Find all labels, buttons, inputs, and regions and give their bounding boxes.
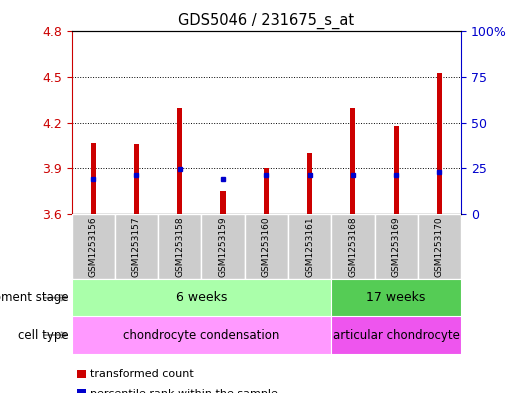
Text: GSM1253159: GSM1253159 xyxy=(218,216,227,277)
Text: articular chondrocyte: articular chondrocyte xyxy=(333,329,460,342)
Bar xyxy=(375,214,418,279)
Bar xyxy=(115,214,158,279)
Bar xyxy=(331,214,375,279)
Bar xyxy=(245,214,288,279)
Text: GSM1253161: GSM1253161 xyxy=(305,216,314,277)
Text: percentile rank within the sample: percentile rank within the sample xyxy=(90,389,278,393)
Text: cell type: cell type xyxy=(18,329,69,342)
Bar xyxy=(394,126,399,214)
Bar xyxy=(158,214,201,279)
Bar xyxy=(418,214,461,279)
Text: GSM1253170: GSM1253170 xyxy=(435,216,444,277)
Bar xyxy=(220,191,226,214)
Bar xyxy=(288,214,331,279)
Bar xyxy=(350,108,356,214)
Bar xyxy=(177,108,182,214)
Text: GSM1253156: GSM1253156 xyxy=(89,216,98,277)
Bar xyxy=(134,144,139,214)
Text: transformed count: transformed count xyxy=(90,369,194,379)
Bar xyxy=(331,279,461,316)
Text: chondrocyte condensation: chondrocyte condensation xyxy=(123,329,280,342)
Text: GSM1253158: GSM1253158 xyxy=(175,216,184,277)
Text: GSM1253157: GSM1253157 xyxy=(132,216,141,277)
Text: 6 weeks: 6 weeks xyxy=(176,291,227,304)
Text: GSM1253168: GSM1253168 xyxy=(348,216,357,277)
Text: GSM1253160: GSM1253160 xyxy=(262,216,271,277)
Bar xyxy=(331,316,461,354)
Bar xyxy=(264,169,269,214)
Bar xyxy=(72,214,115,279)
Bar xyxy=(307,153,312,214)
Text: GSM1253169: GSM1253169 xyxy=(392,216,401,277)
Text: 17 weeks: 17 weeks xyxy=(366,291,426,304)
Bar xyxy=(72,316,331,354)
Bar xyxy=(91,143,96,214)
Bar xyxy=(72,279,331,316)
Title: GDS5046 / 231675_s_at: GDS5046 / 231675_s_at xyxy=(178,13,355,29)
Bar xyxy=(437,73,442,214)
Text: development stage: development stage xyxy=(0,291,69,304)
Bar xyxy=(201,214,245,279)
